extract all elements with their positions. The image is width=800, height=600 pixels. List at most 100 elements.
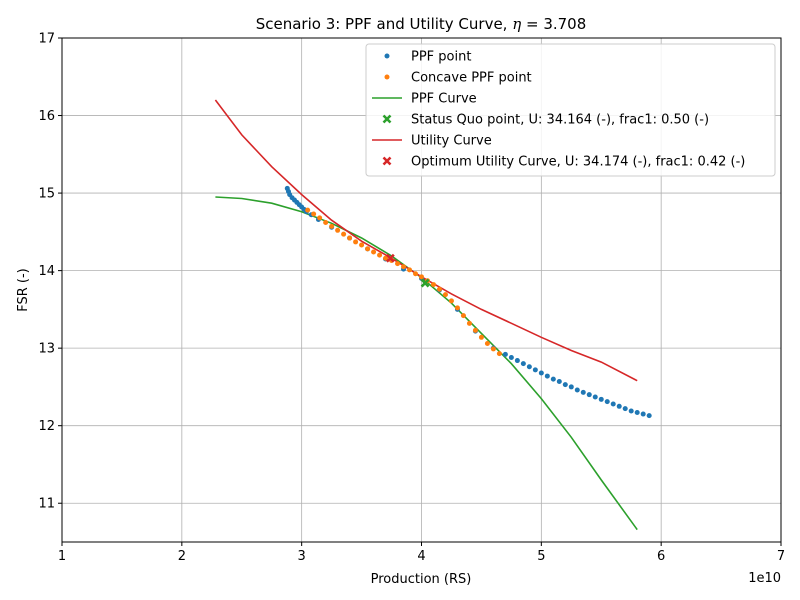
data-point [640, 411, 646, 417]
data-point [341, 231, 347, 237]
data-point [610, 401, 616, 407]
legend-label: Concave PPF point [411, 71, 532, 86]
legend-swatch [384, 53, 390, 59]
data-point [556, 378, 562, 384]
data-point [395, 261, 401, 267]
legend-label: PPF point [411, 50, 471, 65]
data-point [622, 406, 628, 412]
data-point [550, 376, 556, 382]
data-point [568, 384, 574, 390]
y-tick-label: 12 [38, 419, 55, 434]
data-point [634, 410, 640, 416]
data-point [413, 271, 419, 277]
data-point [598, 396, 604, 402]
y-tick-label: 16 [38, 109, 55, 124]
data-point [520, 361, 526, 367]
data-point [580, 389, 586, 395]
legend-entry: PPF Curve [372, 92, 477, 107]
data-marker [385, 253, 395, 263]
chart-title: Scenario 3: PPF and Utility Curve, η = 3… [256, 15, 587, 33]
legend-swatch [382, 114, 392, 124]
x-tick-label: 4 [417, 549, 425, 564]
data-point [508, 354, 514, 360]
data-point [592, 394, 598, 400]
x-tick-label: 5 [537, 549, 545, 564]
y-tick-label: 11 [38, 497, 55, 512]
data-point [311, 211, 317, 217]
data-point [359, 242, 365, 248]
data-point [448, 298, 454, 304]
legend-entry: Optimum Utility Curve, U: 34.174 (-), fr… [382, 155, 745, 170]
legend-label: PPF Curve [411, 92, 477, 107]
data-point [472, 327, 478, 333]
series-marker [420, 278, 430, 288]
data-point [496, 351, 502, 357]
data-point [526, 364, 532, 370]
data-point [430, 282, 436, 288]
data-point [484, 341, 490, 347]
legend-box [365, 43, 776, 177]
legend-entry: Concave PPF point [384, 71, 532, 86]
data-point [323, 220, 329, 226]
legend: PPF point Concave PPF point PPF Curve Statu… [365, 43, 776, 177]
data-point [442, 292, 448, 298]
data-point [347, 235, 353, 241]
legend-label: Status Quo point, U: 34.164 (-), frac1: … [411, 113, 709, 128]
data-point [377, 252, 383, 258]
data-point [514, 358, 520, 364]
data-point [562, 382, 568, 388]
data-point [305, 207, 311, 213]
series-points [305, 207, 502, 357]
legend-entry: PPF point [384, 50, 471, 65]
data-point [478, 334, 484, 340]
data-point [532, 367, 538, 373]
x-tick-label: 2 [178, 549, 186, 564]
y-axis-label: FSR (-) [16, 268, 31, 312]
data-point [574, 387, 580, 393]
series-marker [385, 253, 395, 263]
y-tick-label: 13 [38, 342, 55, 357]
data-point [544, 373, 550, 379]
data-point [317, 215, 323, 221]
x-tick-label: 1 [58, 549, 66, 564]
data-point [419, 274, 424, 280]
data-point [466, 320, 472, 326]
x-axis-offset-label: 1e10 [748, 571, 781, 586]
legend-label: Optimum Utility Curve, U: 34.174 (-), fr… [411, 155, 745, 170]
data-point [646, 413, 652, 419]
data-point [329, 223, 335, 229]
x-axis-label: Production (RS) [371, 572, 472, 587]
x-tick-label: 6 [657, 549, 665, 564]
data-point [401, 264, 407, 270]
data-point [538, 370, 544, 376]
legend-entry: Utility Curve [372, 134, 492, 149]
legend-swatch [382, 156, 392, 166]
y-tick-label: 14 [38, 264, 55, 279]
legend-entry: Status Quo point, U: 34.164 (-), frac1: … [382, 113, 709, 128]
x-tick-label: 7 [777, 549, 785, 564]
data-point [586, 392, 592, 398]
y-tick-label: 15 [38, 187, 55, 202]
data-point [436, 286, 442, 292]
data-point [365, 246, 371, 252]
data-point [371, 249, 377, 255]
data-point [628, 408, 634, 414]
data-point [353, 239, 359, 245]
data-point [383, 255, 389, 261]
data-point [604, 399, 610, 405]
x-tick-label: 3 [298, 549, 306, 564]
data-point [616, 403, 622, 409]
legend-swatch [384, 74, 390, 80]
y-tick-label: 17 [38, 32, 55, 47]
legend-label: Utility Curve [411, 134, 492, 149]
data-point [490, 346, 496, 352]
data-point [502, 351, 508, 357]
data-point [454, 305, 460, 311]
data-point [335, 227, 341, 233]
data-point [460, 313, 466, 319]
data-point [407, 267, 413, 273]
data-marker [420, 278, 430, 288]
plot-area [214, 99, 652, 531]
